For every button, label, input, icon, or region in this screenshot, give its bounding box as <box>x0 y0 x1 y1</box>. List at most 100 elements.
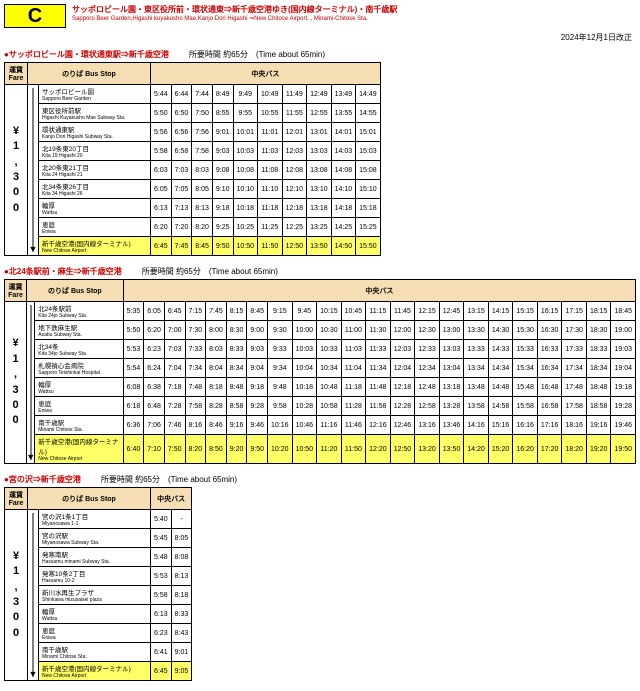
bus-stop: 北34条Kita 34jo Subway Sta. <box>35 340 123 359</box>
time-cell: 14:18 <box>331 199 356 218</box>
time-cell: 12:45 <box>439 302 464 321</box>
time-cell: 14:34 <box>488 359 513 378</box>
time-cell: 8:15 <box>226 302 247 321</box>
direction-arrow: ▼ <box>28 85 39 256</box>
time-cell: 11:10 <box>258 180 283 199</box>
time-cell: 8:13 <box>192 199 213 218</box>
time-cell: 8:48 <box>226 378 247 397</box>
time-cell: 7:58 <box>185 397 206 416</box>
bus-stop: 新千歳空港(国内線ターミナル)New Chitose Airport <box>39 237 151 256</box>
time-cell: 14:50 <box>331 237 356 256</box>
bus-stop: 輪厚Wattsu <box>39 199 151 218</box>
time-cell: 8:18 <box>206 378 227 397</box>
time-cell: 16:34 <box>537 359 562 378</box>
company-header: 中央バス <box>151 488 192 510</box>
time-cell: 6:41 <box>151 643 172 662</box>
time-cell: 12:18 <box>390 378 415 397</box>
time-cell: 19:50 <box>611 435 636 464</box>
time-cell: 7:30 <box>185 321 206 340</box>
time-cell: 5:40 <box>151 510 172 529</box>
time-cell: 14:55 <box>356 104 381 123</box>
time-cell: 10:28 <box>292 397 317 416</box>
time-cell: 6:20 <box>151 218 172 237</box>
time-cell: 9:30 <box>268 321 293 340</box>
time-cell: 12:50 <box>282 237 307 256</box>
time-cell: 18:20 <box>562 435 587 464</box>
time-cell: 8:13 <box>171 567 192 586</box>
bus-stop: サッポロビール園Sapporo Beer Garden <box>39 85 151 104</box>
time-cell: 13:04 <box>439 359 464 378</box>
time-cell: 15:25 <box>356 218 381 237</box>
bus-stop: 恵庭Eniwa <box>39 624 151 643</box>
time-cell: 13:18 <box>439 378 464 397</box>
time-cell: 12:10 <box>282 180 307 199</box>
time-cell: 8:05 <box>192 180 213 199</box>
time-cell: 18:45 <box>611 302 636 321</box>
time-cell: 9:33 <box>268 340 293 359</box>
time-cell: 5:48 <box>151 548 172 567</box>
time-cell: 6:38 <box>144 378 165 397</box>
time-cell: 11:00 <box>341 321 366 340</box>
time-cell: 9:48 <box>268 378 293 397</box>
time-cell: 19:16 <box>586 416 611 435</box>
time-cell: 12:30 <box>415 321 440 340</box>
bus-stop: 宮の沢駅Miyanosawa Subway Sta. <box>39 529 151 548</box>
time-cell: 9:50 <box>212 237 233 256</box>
time-cell: 18:58 <box>586 397 611 416</box>
time-cell: 7:10 <box>144 435 165 464</box>
time-cell: 19:28 <box>611 397 636 416</box>
time-cell: 5:45 <box>151 529 172 548</box>
time-cell: 12:34 <box>415 359 440 378</box>
time-cell: 9:04 <box>247 359 268 378</box>
time-cell: 10:18 <box>233 199 258 218</box>
time-cell: 12:00 <box>390 321 415 340</box>
time-cell: 9:03 <box>212 142 233 161</box>
time-cell: 13:30 <box>464 321 489 340</box>
time-cell: 10:50 <box>233 237 258 256</box>
time-cell: 15:10 <box>356 180 381 199</box>
bus-stop: 新千歳空港(国内線ターミナル)New Chitose Airport <box>35 435 123 464</box>
time-cell: 9:50 <box>247 435 268 464</box>
time-cell: 9:45 <box>292 302 317 321</box>
time-cell: 9:20 <box>226 435 247 464</box>
bus-stop: 新川水再生プラザShinkawa mizusaisei plaza <box>39 586 151 605</box>
time-cell: 9:00 <box>247 321 268 340</box>
time-cell: 7:45 <box>171 237 192 256</box>
time-cell: 6:13 <box>151 199 172 218</box>
time-cell: 11:48 <box>366 378 391 397</box>
bus-stop: 札幌禎心会病院Sapporo Teishinkai Hospital <box>35 359 123 378</box>
revision-date: 2024年12月1日改正 <box>4 32 632 43</box>
time-cell: 8:33 <box>226 340 247 359</box>
time-cell: 18:34 <box>586 359 611 378</box>
time-cell: 8:08 <box>171 548 192 567</box>
time-cell: 13:46 <box>439 416 464 435</box>
bus-stop: 東区役所前駅Higashi Kuyakusho Mae Subway Sta. <box>39 104 151 123</box>
time-cell: 17:33 <box>562 340 587 359</box>
section-title: ●宮の沢⇒新千歳空港所要時間 約65分 (Time about 65min) <box>4 474 636 485</box>
time-cell: 12:55 <box>307 104 332 123</box>
time-cell: 12:03 <box>390 340 415 359</box>
time-cell: 12:15 <box>415 302 440 321</box>
time-cell: 7:58 <box>192 142 213 161</box>
time-cell: 5:53 <box>123 340 144 359</box>
time-cell: 9:55 <box>233 104 258 123</box>
company-header: 中央バス <box>123 280 635 302</box>
time-cell: 6:23 <box>144 340 165 359</box>
time-cell: 13:25 <box>307 218 332 237</box>
time-cell: 8:04 <box>206 359 227 378</box>
time-cell: 8:18 <box>171 586 192 605</box>
time-cell: 13:20 <box>415 435 440 464</box>
time-cell: 9:49 <box>233 85 258 104</box>
time-cell: - <box>171 510 192 529</box>
time-cell: 6:40 <box>123 435 144 464</box>
time-cell: 9:16 <box>226 416 247 435</box>
time-cell: 6:24 <box>144 359 165 378</box>
time-cell: 9:01 <box>171 643 192 662</box>
header-text: サッポロビール園・東区役所前・環状通東⇒新千歳空港ゆき(国内線ターミナル)・南千… <box>72 4 397 22</box>
time-cell: 8:50 <box>206 435 227 464</box>
time-cell: 15:16 <box>488 416 513 435</box>
time-cell: 17:58 <box>562 397 587 416</box>
time-cell: 9:01 <box>212 123 233 142</box>
fare-cell: ¥1,300 <box>5 302 27 464</box>
bus-stop: 南千歳駅Minami Chitose Sta. <box>35 416 123 435</box>
